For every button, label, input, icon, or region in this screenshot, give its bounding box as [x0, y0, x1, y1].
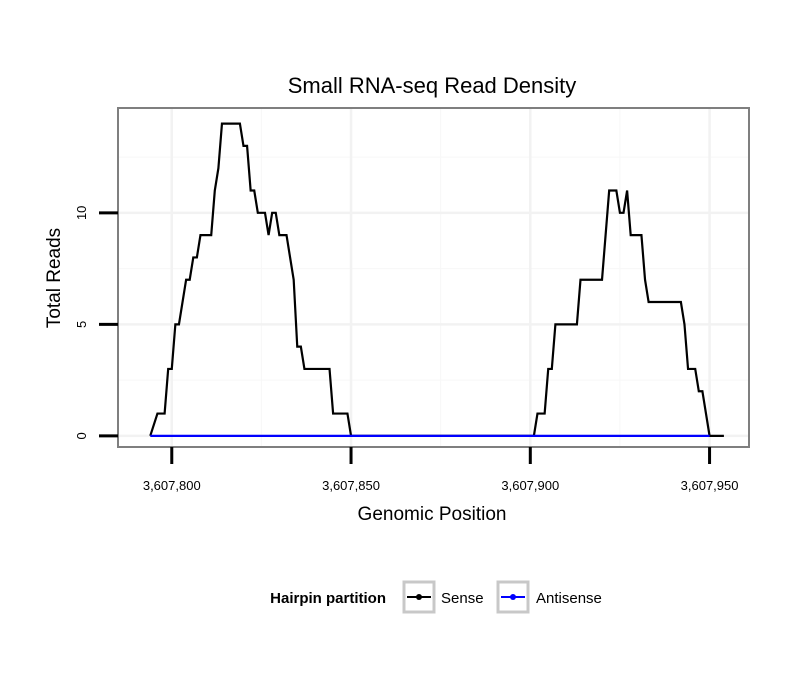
x-tick-label: 3,607,900	[501, 478, 559, 493]
chart-title: Small RNA-seq Read Density	[288, 73, 577, 98]
legend-title: Hairpin partition	[270, 590, 386, 607]
y-tick-label: 0	[74, 432, 89, 439]
legend-item-sense: Sense	[402, 580, 484, 614]
legend-item-antisense: Antisense	[496, 580, 602, 614]
series-layer	[149, 122, 724, 437]
y-axis: 0 5 10	[74, 206, 118, 439]
x-tick-label: 3,607,850	[322, 478, 380, 493]
legend: Hairpin partition Sense Antisense	[270, 580, 602, 614]
minor-gridlines	[118, 108, 749, 447]
plot-background	[118, 108, 749, 447]
x-axis: 3,607,800 3,607,850 3,607,900 3,607,950	[143, 447, 739, 493]
x-tick-label: 3,607,800	[143, 478, 201, 493]
y-axis-title: Total Reads	[44, 228, 65, 328]
legend-label-antisense: Antisense	[536, 590, 602, 607]
plot-border	[117, 107, 750, 448]
legend-point-antisense	[510, 594, 516, 600]
y-tick-label: 5	[74, 321, 89, 328]
plot-area	[117, 107, 750, 448]
y-tick-label: 10	[74, 206, 89, 220]
legend-point-sense	[416, 594, 422, 600]
legend-label-sense: Sense	[441, 590, 484, 607]
x-tick-label: 3,607,950	[681, 478, 739, 493]
x-axis-title: Genomic Position	[358, 504, 507, 525]
